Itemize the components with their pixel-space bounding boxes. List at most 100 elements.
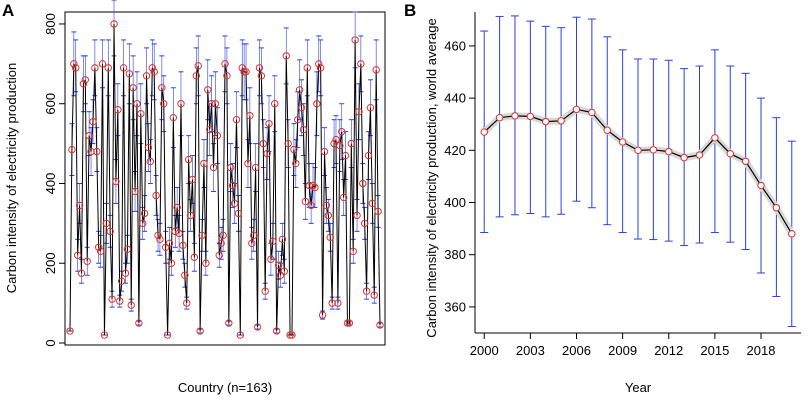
panel-a-data-point (91, 64, 99, 72)
panel-a-data-point (184, 155, 193, 164)
panel-a-data-point (196, 327, 204, 335)
panel-a-data-point (81, 76, 90, 84)
panel-a-data-point (213, 131, 222, 140)
panel-a-data-point (188, 175, 197, 184)
panel-a-y-tick-label: 200 (43, 252, 58, 274)
panel-a-data-point (318, 311, 327, 319)
panel-a-data-point (232, 115, 241, 124)
panel-a-data-point (119, 64, 128, 72)
panel-a-data-point (167, 259, 176, 267)
panel-a-data-point (137, 109, 145, 118)
panel-a-data-point (238, 64, 246, 72)
panel-a-data-point (228, 181, 237, 190)
panel-a-data-point (299, 125, 308, 134)
panel-b: B 360 380 400 420 440 460 2000 2003 2006 2009 201… (404, 1, 801, 395)
panel-a-y-axis-title: Carbon intensity of electricity producti… (4, 63, 19, 294)
panel-a-data-point (215, 251, 223, 259)
panel-a-data-point (117, 277, 126, 285)
panel-a-data-point (253, 323, 262, 331)
panel-a-data-point (77, 269, 86, 277)
panel-a-data-point (192, 72, 200, 80)
panel-a-data-point (110, 20, 118, 28)
panel-a-data-point (163, 331, 172, 339)
panel-a-data-point (125, 70, 134, 78)
panel-a-data-point (221, 60, 229, 68)
panel-a-x-axis-title: Country (n=163) (178, 380, 272, 395)
panel-a-data-point (89, 117, 97, 126)
panel-a-data-point (144, 143, 153, 152)
panel-a-data-point (66, 327, 74, 335)
panel-a-data-point (272, 327, 281, 335)
panel-a-data-point (276, 271, 285, 279)
panel-a-data-point (313, 100, 321, 108)
panel-a-data-point (347, 139, 355, 148)
panel-a-data-point (227, 163, 235, 172)
panel-a-data-point (303, 64, 311, 72)
panel-a-data-point (360, 219, 369, 228)
panel-a-data-point (250, 231, 258, 240)
panel-a-data-point (339, 193, 348, 202)
panel-a-data-point (372, 66, 380, 74)
panel-a-data-point (183, 299, 191, 307)
panel-b-data-point (526, 112, 535, 121)
panel-a-data-point (75, 201, 84, 210)
panel-a-data-point (267, 255, 275, 263)
panel-a-data-point (123, 245, 132, 253)
panel-b-x-tick-label: 2000 (470, 343, 499, 358)
panel-a-data-point (259, 139, 267, 148)
panel-b-data-point (711, 134, 719, 142)
panel-b-y-axis-title: Carbon intensity of electricity producti… (424, 18, 439, 337)
panel-a-data-point (116, 297, 124, 305)
panel-b-data-point (634, 146, 642, 155)
panel-a-data-point (261, 287, 269, 295)
panel-a-data-point (148, 64, 156, 72)
panel-a-data-point (175, 229, 183, 238)
panel-a-data-point (351, 36, 359, 44)
panel-a-data-point (139, 219, 147, 228)
panel-a-data-point (280, 267, 289, 275)
panel-a-y-tick-label: 400 (43, 173, 58, 195)
panel-a-data-point (181, 271, 189, 279)
panel-a-data-point (106, 227, 114, 236)
panel-a-y-tick-label: 800 (43, 13, 58, 35)
panel-a-data-point (294, 115, 302, 124)
panel-a-data-point (150, 68, 158, 76)
panel-b-data-point (557, 117, 565, 125)
panel-a-data-point (336, 141, 344, 150)
panel-a-data-point (334, 299, 342, 307)
panel-a-data-point (357, 60, 365, 68)
panel-b-data-point (495, 113, 504, 122)
panel-a-data-point (140, 209, 149, 218)
panel-a-data-point (207, 100, 216, 108)
panel-b-data-point (757, 181, 765, 190)
panel-a-data-point (68, 145, 76, 154)
panel-a-data-point (290, 145, 298, 154)
panel-b-label: B (404, 1, 416, 20)
panel-a-data-point (202, 259, 210, 267)
panel-a-data-point (286, 331, 294, 339)
panel-a-data-point (274, 261, 283, 269)
panel-a-data-point (102, 219, 111, 228)
panel-b-data-point (511, 112, 519, 120)
panel-a-data-point (263, 149, 271, 158)
panel-a-data-point (368, 199, 377, 208)
panel-a-data-point (79, 80, 88, 88)
panel-a-data-point (223, 72, 231, 80)
panel-a-data-point (83, 257, 91, 265)
panel-a-data-point (87, 147, 95, 156)
panel-b-y-tick-label: 440 (444, 91, 466, 106)
panel-b-y-tick-label: 400 (444, 195, 466, 210)
panel-a-data-point (186, 211, 195, 220)
panel-b-data-point (480, 128, 488, 136)
panel-a-data-point (121, 269, 130, 277)
panel-a-data-point (265, 119, 273, 128)
panel-b-data-point (680, 153, 688, 162)
panel-b-y-tick-label: 420 (444, 143, 466, 158)
panel-a-data-point (278, 235, 287, 244)
panel-a-data-point (217, 239, 225, 248)
panel-a-data-point (236, 331, 245, 339)
panel-a-data-point (209, 163, 218, 172)
panel-a-data-point (370, 291, 378, 299)
panel-b-x-tick-label: 2012 (654, 343, 683, 358)
